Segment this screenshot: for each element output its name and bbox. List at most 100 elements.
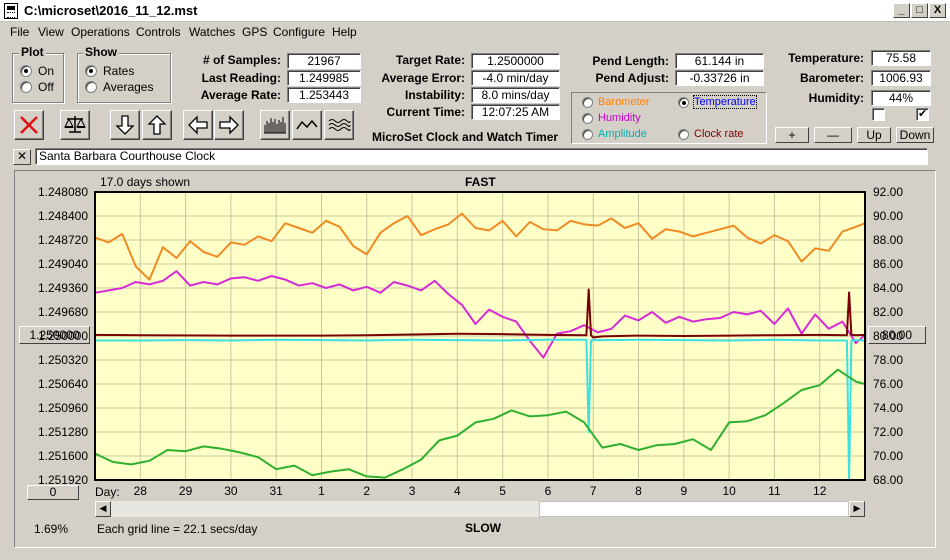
x-tick-label: 1 <box>318 484 325 498</box>
x-tick-label: 30 <box>224 484 238 498</box>
histogram-button[interactable] <box>260 110 290 140</box>
clock-rate-label: Clock rate <box>694 128 744 140</box>
day-axis-label: Day: <box>95 485 120 499</box>
y-right-tick-label: 92.00 <box>873 185 903 199</box>
samples-label: # of Samples: <box>202 53 281 67</box>
percent-label: 1.69% <box>34 522 69 536</box>
y-left-tick-label: 1.249360 <box>38 281 88 295</box>
target-rate-value: 1.2500000 <box>471 53 560 69</box>
plus-button[interactable]: + <box>775 127 809 143</box>
balance-icon <box>64 116 86 133</box>
y-left-tick-label: 1.251280 <box>38 425 88 439</box>
average-rate-value: 1.253443 <box>287 87 361 103</box>
center-temp-button[interactable]: 80.00 <box>868 326 926 344</box>
x-tick-label: 6 <box>545 484 552 498</box>
show-averages-radio[interactable] <box>85 81 97 93</box>
y-right-tick-label: 80.00 <box>873 329 903 343</box>
x-tick-label: 29 <box>179 484 193 498</box>
y-left-tick-label: 1.250000 <box>38 329 88 343</box>
slow-label: SLOW <box>465 521 501 535</box>
menu-file[interactable]: File <box>10 25 30 39</box>
temperature-reading-value: 75.58 <box>871 50 931 66</box>
menu-help[interactable]: Help <box>332 25 357 39</box>
last-reading-label: Last Reading: <box>201 71 281 85</box>
series-line-barometer <box>94 212 866 281</box>
arrow-right-icon <box>219 115 239 135</box>
window-title: C:\microset\2016_11_12.mst <box>24 3 198 18</box>
scroll-right-button[interactable]: ▶ <box>849 501 865 517</box>
menu-controls[interactable]: Controls <box>136 25 181 39</box>
menu-view[interactable]: View <box>38 25 64 39</box>
series-line-amplitude <box>95 338 866 481</box>
wave-icon <box>296 119 318 130</box>
show-rates-label: Rates <box>103 64 135 78</box>
series-line-temperature <box>94 368 866 479</box>
series-selector: Barometer Temperature Humidity Amplitude… <box>571 92 767 144</box>
pend-adjust-label: Pend Adjust: <box>595 71 669 85</box>
arrow-left-button[interactable] <box>183 110 213 140</box>
close-clock-button[interactable]: ✕ <box>13 149 31 165</box>
x-tick-label: 31 <box>269 484 283 498</box>
maximize-button[interactable]: □ <box>911 3 928 18</box>
average-error-label: Average Error: <box>381 71 465 85</box>
y-right-tick-label: 88.00 <box>873 233 903 247</box>
menu-operations[interactable]: Operations <box>71 25 130 39</box>
humidity-radio[interactable] <box>582 113 593 124</box>
close-window-button[interactable]: X <box>929 3 946 18</box>
menu-gps[interactable]: GPS <box>242 25 268 39</box>
scroll-thumb[interactable] <box>539 501 849 517</box>
barometer-radio[interactable] <box>582 97 593 108</box>
y-right-tick-label: 76.00 <box>873 377 903 391</box>
show-rates-radio[interactable] <box>85 65 97 77</box>
center-rate-button[interactable]: 1.250000 <box>19 326 90 344</box>
wave-button[interactable] <box>292 110 322 140</box>
y-left-tick-label: 1.248720 <box>38 233 88 247</box>
clock-rate-radio[interactable] <box>678 129 689 140</box>
x-tick-label: 8 <box>635 484 642 498</box>
arrow-down-button[interactable] <box>110 110 140 140</box>
balance-button[interactable] <box>60 110 90 140</box>
fast-label: FAST <box>465 175 496 189</box>
histogram-icon <box>264 117 286 134</box>
plot-border <box>94 191 866 481</box>
y-right-tick-label: 86.00 <box>873 257 903 271</box>
show-group-title: Show <box>83 45 119 59</box>
down-button[interactable]: Down <box>896 127 934 143</box>
barometer-reading-label: Barometer: <box>799 71 864 85</box>
triple-wave-button[interactable] <box>324 110 354 140</box>
scroll-left-button[interactable]: ◀ <box>95 501 111 517</box>
arrow-down-icon <box>115 115 135 135</box>
plot-off-radio[interactable] <box>20 81 32 93</box>
days-shown-label: 17.0 days shown <box>100 175 191 189</box>
x-tick-label: 2 <box>363 484 370 498</box>
y-left-tick-label: 1.249040 <box>38 257 88 271</box>
minus-button[interactable]: — <box>814 127 852 143</box>
cancel-button[interactable] <box>14 110 44 140</box>
grid-note: Each grid line = 22.1 secs/day <box>97 522 258 536</box>
arrow-up-icon <box>147 115 167 135</box>
y-left-tick-label: 1.251600 <box>38 449 88 463</box>
up-button[interactable]: Up <box>857 127 891 143</box>
y-right-tick-label: 84.00 <box>873 281 903 295</box>
y-left-tick-label: 1.249680 <box>38 305 88 319</box>
clock-name-input[interactable]: Santa Barbara Courthouse Clock <box>35 148 928 165</box>
checkbox-1[interactable] <box>872 108 885 121</box>
temperature-radio[interactable] <box>678 97 689 108</box>
current-time-label: Current Time: <box>386 105 465 119</box>
pend-adjust-value: -0.33726 in <box>675 70 764 86</box>
samples-value: 21967 <box>287 53 361 69</box>
arrow-right-button[interactable] <box>214 110 244 140</box>
minimize-button[interactable]: _ <box>893 3 910 18</box>
reset-button[interactable]: 0 <box>27 485 79 500</box>
checkbox-2[interactable] <box>916 107 929 121</box>
menu-watches[interactable]: Watches <box>189 25 236 39</box>
plot-on-radio[interactable] <box>20 65 32 77</box>
last-reading-value: 1.249985 <box>287 70 361 86</box>
series-line-clock-rate <box>94 288 866 339</box>
arrow-up-button[interactable] <box>142 110 172 140</box>
chart-scrollbar[interactable]: ◀ ▶ <box>95 501 865 517</box>
menu-configure[interactable]: Configure <box>273 25 326 39</box>
series-line-humidity <box>94 270 866 359</box>
amplitude-radio[interactable] <box>582 129 593 140</box>
